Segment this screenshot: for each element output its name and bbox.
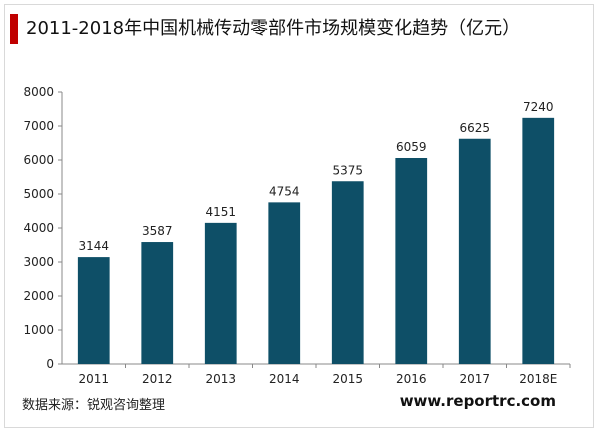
data-label: 5375 [332, 163, 363, 177]
x-tick-label: 2018E [519, 372, 557, 386]
y-tick-label: 8000 [23, 85, 54, 99]
y-tick-label: 7000 [23, 119, 54, 133]
x-tick-label: 2013 [205, 372, 236, 386]
chart-title: 2011-2018年中国机械传动零部件市场规模变化趋势（亿元） [26, 18, 521, 39]
x-tick-label: 2015 [332, 372, 363, 386]
data-label: 6059 [396, 140, 427, 154]
data-label: 6625 [459, 121, 490, 135]
website-url: www.reportrc.com [399, 392, 556, 410]
y-tick-label: 4000 [23, 221, 54, 235]
data-label: 4151 [205, 205, 236, 219]
bar [268, 202, 301, 364]
bar [458, 138, 491, 364]
y-tick-label: 0 [46, 357, 54, 371]
x-tick-label: 2012 [142, 372, 173, 386]
data-label: 7240 [523, 100, 554, 114]
bar [204, 222, 237, 364]
y-tick-label: 6000 [23, 153, 54, 167]
x-tick-label: 2017 [459, 372, 490, 386]
data-label: 3144 [78, 239, 109, 253]
bar [331, 181, 364, 364]
data-label: 3587 [142, 224, 173, 238]
y-tick-label: 2000 [23, 289, 54, 303]
title-accent-bar [10, 14, 18, 44]
bar [77, 257, 110, 364]
y-tick-label: 1000 [23, 323, 54, 337]
chart-frame [4, 4, 594, 428]
bar [395, 157, 428, 364]
x-tick-label: 2014 [269, 372, 300, 386]
data-source: 数据来源：锐观咨询整理 [22, 398, 166, 413]
data-label: 4754 [269, 184, 300, 198]
x-tick-label: 2016 [396, 372, 427, 386]
y-tick-label: 5000 [23, 187, 54, 201]
bar [522, 117, 555, 364]
bar [141, 242, 174, 364]
y-tick-label: 3000 [23, 255, 54, 269]
x-tick-label: 2011 [78, 372, 109, 386]
